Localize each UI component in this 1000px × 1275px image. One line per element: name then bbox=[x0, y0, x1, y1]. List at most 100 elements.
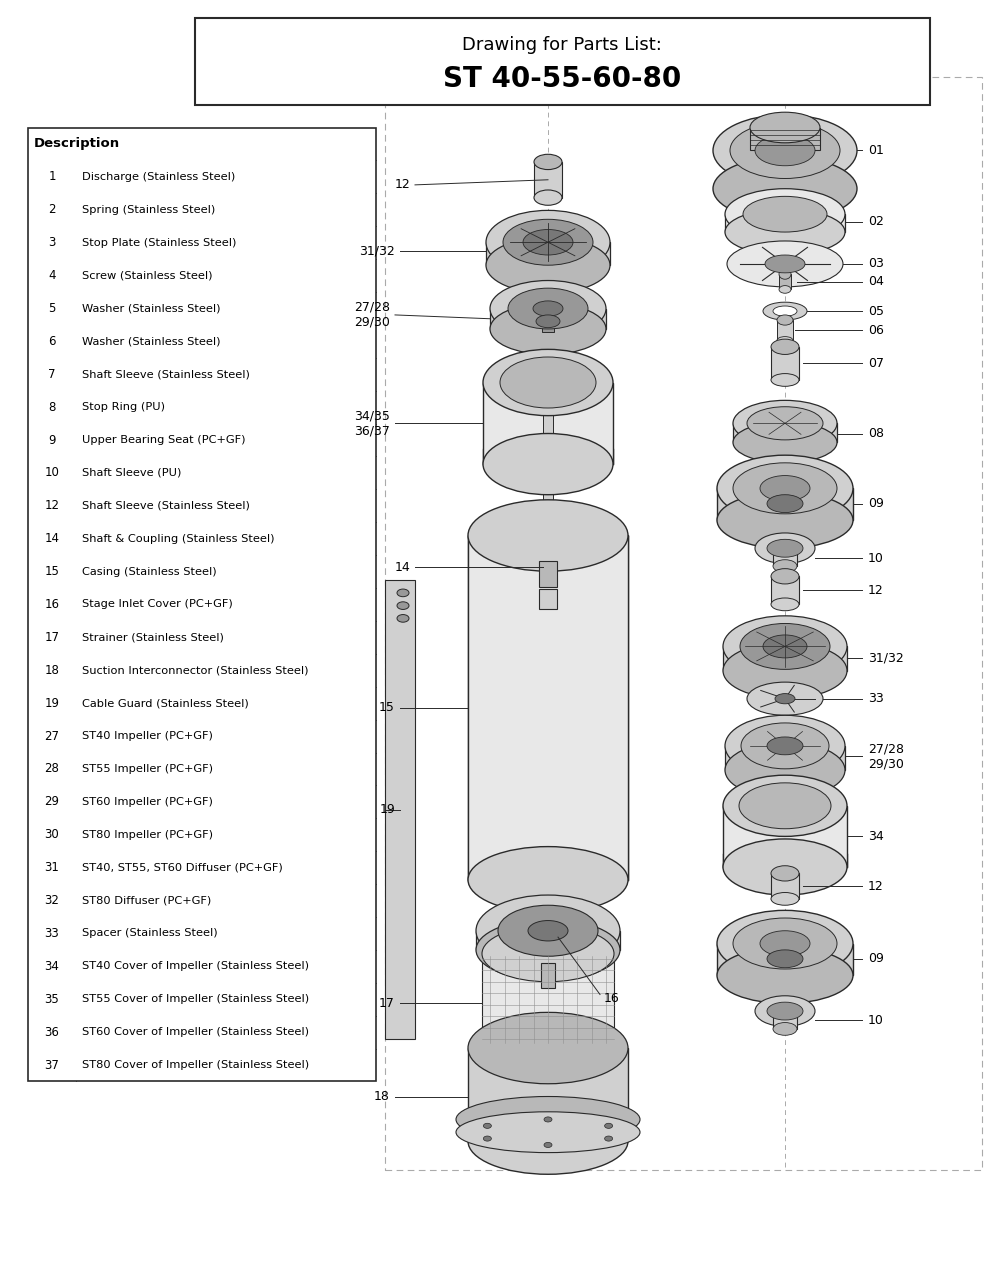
Bar bbox=[385, 580, 415, 1039]
Ellipse shape bbox=[767, 950, 803, 968]
Bar bbox=[539, 561, 557, 586]
Ellipse shape bbox=[544, 1142, 552, 1148]
Text: ST60 Impeller (PC+GF): ST60 Impeller (PC+GF) bbox=[82, 797, 213, 807]
Bar bbox=[750, 128, 820, 150]
Text: 27/28
29/30: 27/28 29/30 bbox=[868, 742, 904, 770]
Ellipse shape bbox=[771, 569, 799, 584]
Bar bbox=[717, 488, 853, 520]
Ellipse shape bbox=[750, 112, 820, 143]
Ellipse shape bbox=[775, 694, 795, 704]
Bar bbox=[483, 382, 613, 464]
Bar bbox=[542, 311, 554, 332]
Ellipse shape bbox=[713, 157, 857, 221]
Bar bbox=[771, 873, 799, 899]
Ellipse shape bbox=[767, 539, 803, 557]
Text: 12: 12 bbox=[45, 500, 60, 513]
Ellipse shape bbox=[733, 400, 837, 446]
Text: 03: 03 bbox=[868, 258, 884, 270]
Bar bbox=[777, 320, 793, 340]
Text: 7: 7 bbox=[48, 367, 56, 381]
Text: Washer (Stainless Steel): Washer (Stainless Steel) bbox=[82, 337, 220, 347]
Text: 08: 08 bbox=[868, 427, 884, 440]
Text: 15: 15 bbox=[379, 701, 395, 714]
Ellipse shape bbox=[771, 374, 799, 386]
Bar bbox=[723, 646, 847, 671]
Ellipse shape bbox=[533, 301, 563, 316]
Ellipse shape bbox=[605, 1123, 613, 1128]
Text: Shaft Sleeve (Stainless Steel): Shaft Sleeve (Stainless Steel) bbox=[82, 370, 250, 379]
Text: 34: 34 bbox=[868, 830, 884, 843]
Ellipse shape bbox=[763, 302, 807, 320]
Ellipse shape bbox=[739, 783, 831, 829]
Text: Spacer (Stainless Steel): Spacer (Stainless Steel) bbox=[82, 928, 218, 938]
Text: 10: 10 bbox=[868, 1014, 884, 1026]
Text: 6: 6 bbox=[48, 335, 56, 348]
Text: ST40 Cover of Impeller (Stainless Steel): ST40 Cover of Impeller (Stainless Steel) bbox=[82, 961, 309, 972]
Text: 33: 33 bbox=[45, 927, 59, 940]
Bar bbox=[773, 548, 797, 566]
Ellipse shape bbox=[741, 723, 829, 769]
Ellipse shape bbox=[508, 288, 588, 329]
Text: ST80 Diffuser (PC+GF): ST80 Diffuser (PC+GF) bbox=[82, 895, 211, 905]
Ellipse shape bbox=[725, 715, 845, 776]
Ellipse shape bbox=[500, 357, 596, 408]
Ellipse shape bbox=[605, 1136, 613, 1141]
Ellipse shape bbox=[482, 1023, 614, 1074]
Text: 19: 19 bbox=[379, 803, 395, 816]
Text: 37: 37 bbox=[45, 1058, 59, 1071]
Bar bbox=[468, 1048, 628, 1141]
Text: 12: 12 bbox=[868, 880, 884, 892]
Ellipse shape bbox=[397, 602, 409, 609]
Text: 10: 10 bbox=[45, 467, 59, 479]
Ellipse shape bbox=[717, 910, 853, 977]
Bar bbox=[490, 309, 606, 329]
Ellipse shape bbox=[456, 1096, 640, 1142]
Text: 14: 14 bbox=[45, 532, 60, 546]
Bar bbox=[543, 332, 553, 994]
Text: 12: 12 bbox=[394, 179, 410, 191]
Bar bbox=[723, 806, 847, 867]
Ellipse shape bbox=[767, 495, 803, 513]
Text: 09: 09 bbox=[868, 497, 884, 510]
Text: Shaft Sleeve (Stainless Steel): Shaft Sleeve (Stainless Steel) bbox=[82, 501, 250, 511]
Bar bbox=[468, 536, 628, 880]
Ellipse shape bbox=[483, 1136, 491, 1141]
Text: Stop Ring (PU): Stop Ring (PU) bbox=[82, 402, 165, 412]
Text: Strainer (Stainless Steel): Strainer (Stainless Steel) bbox=[82, 632, 224, 643]
Bar bbox=[476, 931, 620, 950]
Text: 01: 01 bbox=[868, 144, 884, 157]
Text: 19: 19 bbox=[45, 696, 60, 710]
Text: ST55 Cover of Impeller (Stainless Steel): ST55 Cover of Impeller (Stainless Steel) bbox=[82, 994, 309, 1005]
Ellipse shape bbox=[777, 315, 793, 325]
Ellipse shape bbox=[771, 892, 799, 905]
Ellipse shape bbox=[528, 921, 568, 941]
Ellipse shape bbox=[483, 434, 613, 495]
Ellipse shape bbox=[727, 241, 843, 287]
Text: 34: 34 bbox=[45, 960, 59, 973]
Text: 09: 09 bbox=[868, 952, 884, 965]
Text: Description: Description bbox=[34, 138, 120, 150]
Ellipse shape bbox=[717, 455, 853, 521]
Ellipse shape bbox=[755, 533, 815, 564]
Ellipse shape bbox=[534, 190, 562, 205]
Text: 18: 18 bbox=[45, 664, 59, 677]
Ellipse shape bbox=[725, 742, 845, 798]
Text: 29: 29 bbox=[45, 796, 60, 808]
Text: 02: 02 bbox=[868, 215, 884, 228]
Text: 16: 16 bbox=[604, 992, 620, 1005]
Bar bbox=[486, 242, 610, 265]
Text: 04: 04 bbox=[868, 275, 884, 288]
Text: 15: 15 bbox=[45, 565, 59, 578]
Bar bbox=[725, 746, 845, 770]
Ellipse shape bbox=[779, 269, 791, 279]
Text: 28: 28 bbox=[45, 762, 59, 775]
Text: 16: 16 bbox=[45, 598, 60, 611]
Ellipse shape bbox=[468, 1012, 628, 1084]
Ellipse shape bbox=[733, 918, 837, 969]
Ellipse shape bbox=[743, 196, 827, 232]
Text: ST40 Impeller (PC+GF): ST40 Impeller (PC+GF) bbox=[82, 731, 213, 741]
Text: 5: 5 bbox=[48, 302, 56, 315]
Text: 3: 3 bbox=[48, 236, 56, 249]
Ellipse shape bbox=[544, 1117, 552, 1122]
Ellipse shape bbox=[486, 210, 610, 274]
